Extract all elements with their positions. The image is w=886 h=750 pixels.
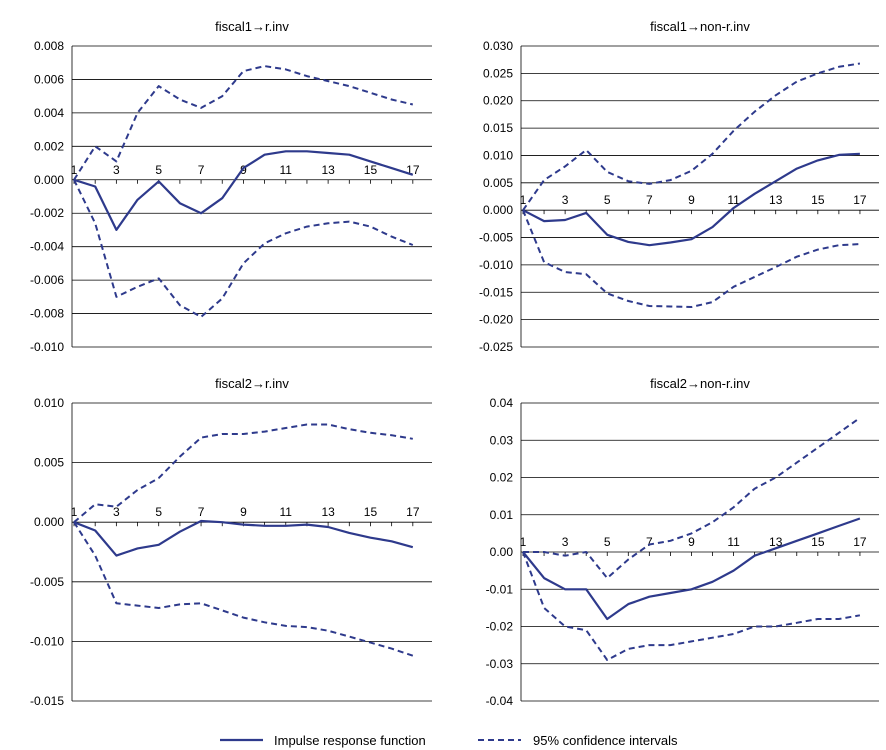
x-tick-label: 17 xyxy=(853,535,867,549)
x-tick-label: 15 xyxy=(364,505,378,519)
confidence-interval-line xyxy=(73,423,413,523)
y-tick-label: -0.008 xyxy=(30,307,64,321)
confidence-interval-line xyxy=(523,417,861,580)
y-tick-label: 0.020 xyxy=(483,94,513,108)
confidence-interval-line xyxy=(522,209,860,308)
impulse-response-line xyxy=(73,150,414,231)
x-tick-label: 17 xyxy=(406,163,420,177)
chart-panel-2: fiscal1→non-r.inv 0.030 0.025 0.020 0.015 0.0… xyxy=(479,19,879,354)
y-tick-label: -0.010 xyxy=(479,258,513,272)
x-tick-label: 17 xyxy=(406,505,420,519)
x-tick-label: 7 xyxy=(646,193,653,207)
x-tick-label: 11 xyxy=(727,535,740,549)
x-tick-label: 13 xyxy=(321,163,335,177)
y-tick-label: -0.010 xyxy=(30,340,64,354)
confidence-interval-line xyxy=(522,551,861,661)
impulse-response-line xyxy=(522,517,861,621)
y-tick-label: -0.004 xyxy=(30,240,64,254)
y-tick-label: -0.01 xyxy=(486,582,514,596)
y-tick-label: 0.008 xyxy=(34,39,64,53)
confidence-interval-line xyxy=(73,65,414,181)
y-tick-label: -0.03 xyxy=(486,657,514,671)
y-tick-label: -0.005 xyxy=(479,231,513,245)
y-tick-label: 0.000 xyxy=(34,515,64,529)
x-tick-label: 5 xyxy=(155,505,162,519)
x-tick-label: 13 xyxy=(769,193,783,207)
y-tick-label: -0.02 xyxy=(486,620,514,634)
x-tick-label: 11 xyxy=(727,193,740,207)
x-tick-label: 17 xyxy=(853,193,867,207)
x-tick-label: 5 xyxy=(604,535,611,549)
chart-title: fiscal2→non-r.inv xyxy=(650,376,750,391)
confidence-interval-line xyxy=(522,62,861,211)
confidence-interval-line xyxy=(73,521,414,657)
x-tick-label: 15 xyxy=(811,193,825,207)
chart-title: fiscal1→non-r.inv xyxy=(650,19,750,34)
x-tick-label: 1 xyxy=(71,505,78,519)
y-tick-label: 0.01 xyxy=(490,508,514,522)
x-tick-label: 15 xyxy=(811,535,825,549)
chart-title: fiscal1→r.inv xyxy=(215,19,289,34)
impulse-response-line xyxy=(522,152,860,247)
legend-dashed-label: 95% confidence intervals xyxy=(533,733,678,748)
legend-solid-label: Impulse response function xyxy=(274,733,426,748)
y-tick-label: -0.015 xyxy=(30,694,64,708)
y-tick-label: -0.04 xyxy=(486,694,514,708)
x-tick-label: 9 xyxy=(240,505,247,519)
confidence-interval-line xyxy=(73,179,414,318)
y-tick-label: -0.005 xyxy=(30,575,64,589)
x-tick-label: 5 xyxy=(604,193,611,207)
legend: Impulse response function 95% confidence … xyxy=(220,733,678,748)
y-tick-label: 0.025 xyxy=(483,66,513,80)
y-tick-label: 0.002 xyxy=(34,139,64,153)
y-tick-label: 0.02 xyxy=(490,471,514,485)
x-tick-label: 3 xyxy=(113,505,120,519)
y-tick-label: -0.015 xyxy=(479,285,513,299)
x-tick-label: 9 xyxy=(688,535,695,549)
x-tick-label: 1 xyxy=(520,193,527,207)
chart-panel-4: fiscal2→non-r.inv 0.04 0.03 0.02 0.01 0.00 -0.… xyxy=(486,376,879,708)
y-tick-label: -0.020 xyxy=(479,313,513,327)
x-tick-label: 7 xyxy=(198,163,205,177)
y-tick-label: -0.025 xyxy=(479,340,513,354)
y-tick-label: -0.002 xyxy=(30,206,64,220)
y-tick-label: 0.000 xyxy=(483,203,513,217)
x-tick-label: 3 xyxy=(113,163,120,177)
x-tick-label: 7 xyxy=(646,535,653,549)
y-tick-label: 0.006 xyxy=(34,72,64,86)
y-tick-label: 0.010 xyxy=(34,396,64,410)
chart-title: fiscal2→r.inv xyxy=(215,376,289,391)
x-tick-label: 13 xyxy=(321,505,335,519)
x-tick-label: 15 xyxy=(364,163,378,177)
y-tick-label: 0.030 xyxy=(483,39,513,53)
y-tick-label: 0.04 xyxy=(490,396,514,410)
y-tick-label: 0.010 xyxy=(483,148,513,162)
x-tick-label: 11 xyxy=(280,163,293,177)
x-tick-label: 1 xyxy=(520,535,527,549)
y-tick-label: 0.004 xyxy=(34,106,64,120)
y-tick-label: 0.005 xyxy=(483,176,513,190)
y-tick-label: -0.006 xyxy=(30,273,64,287)
x-tick-label: 9 xyxy=(688,193,695,207)
y-tick-label: 0.000 xyxy=(34,173,64,187)
y-tick-label: -0.010 xyxy=(30,634,64,648)
y-tick-label: 0.005 xyxy=(34,456,64,470)
x-tick-label: 3 xyxy=(562,193,569,207)
x-tick-label: 13 xyxy=(769,535,783,549)
x-tick-label: 9 xyxy=(240,163,247,177)
x-tick-label: 7 xyxy=(198,505,205,519)
x-tick-label: 11 xyxy=(280,505,293,519)
x-tick-label: 5 xyxy=(155,163,162,177)
chart-panel-1: fiscal1→r.inv 0.008 0.006 0.004 0.002 0.000 -0… xyxy=(30,19,432,354)
y-tick-label: 0.015 xyxy=(483,121,513,135)
y-tick-label: 0.03 xyxy=(490,433,514,447)
y-tick-label: 0.00 xyxy=(490,545,514,559)
x-tick-label: 1 xyxy=(71,163,78,177)
impulse-response-line xyxy=(73,519,414,557)
chart-panel-3: fiscal2→r.inv 0.010 0.005 0.000 -0.005 -0.010… xyxy=(30,376,432,708)
x-tick-label: 3 xyxy=(562,535,569,549)
